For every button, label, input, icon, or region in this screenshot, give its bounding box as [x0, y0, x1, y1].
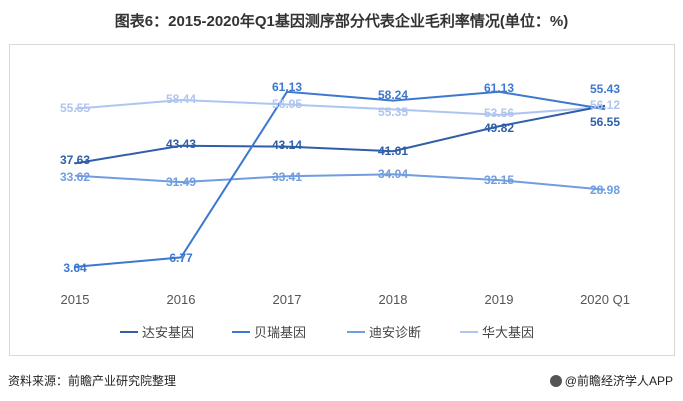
data-label: 3.64 — [63, 261, 87, 275]
series-line-3 — [74, 98, 606, 116]
data-label: 61.13 — [484, 81, 514, 95]
data-label: 55.55 — [60, 101, 90, 115]
legend-label: 贝瑞基因 — [254, 325, 306, 340]
data-label: 56.95 — [272, 97, 302, 111]
series-line-2 — [74, 173, 606, 191]
legend-label: 迪安诊断 — [369, 325, 421, 340]
data-label: 55.43 — [590, 82, 620, 96]
x-tick-label: 2019 — [485, 292, 514, 307]
data-label: 58.24 — [378, 88, 408, 102]
series-line-1 — [74, 90, 606, 268]
data-label: 61.13 — [272, 80, 302, 94]
data-label: 33.41 — [272, 170, 302, 184]
brand-text: @前瞻经济学人APP — [564, 374, 673, 388]
data-label: 41.61 — [378, 144, 408, 158]
series-line-0 — [74, 104, 606, 165]
data-label: 31.49 — [166, 175, 196, 189]
brand-credit: @前瞻经济学人APP — [549, 372, 673, 389]
data-label: 53.56 — [484, 106, 514, 120]
data-label: 58.44 — [166, 92, 196, 106]
data-label: 6.77 — [169, 251, 193, 265]
brand-logo-icon — [549, 374, 562, 387]
data-label: 49.82 — [484, 121, 514, 135]
data-label: 37.63 — [60, 153, 90, 167]
data-label: 56.55 — [590, 115, 620, 129]
data-label: 32.15 — [484, 173, 514, 187]
legend-label: 达安基因 — [142, 325, 194, 340]
data-label: 55.35 — [378, 105, 408, 119]
data-label: 43.14 — [272, 138, 302, 152]
data-label: 28.98 — [590, 183, 620, 197]
chart-title: 图表6：2015-2020年Q1基因测序部分代表企业毛利率情况(单位：%) — [114, 13, 569, 30]
data-label: 34.04 — [378, 167, 408, 181]
x-tick-label: 2020 Q1 — [580, 292, 630, 307]
legend-label: 华大基因 — [482, 325, 534, 340]
chart-frame — [9, 44, 675, 356]
source-note: 资料来源：前瞻产业研究院整理 — [8, 374, 177, 388]
x-tick-label: 2015 — [61, 292, 90, 307]
data-label: 43.43 — [166, 137, 196, 151]
data-label: 56.12 — [590, 98, 620, 112]
x-tick-label: 2017 — [273, 292, 302, 307]
x-tick-label: 2018 — [379, 292, 408, 307]
data-label: 33.62 — [60, 170, 90, 184]
x-tick-label: 2016 — [167, 292, 196, 307]
